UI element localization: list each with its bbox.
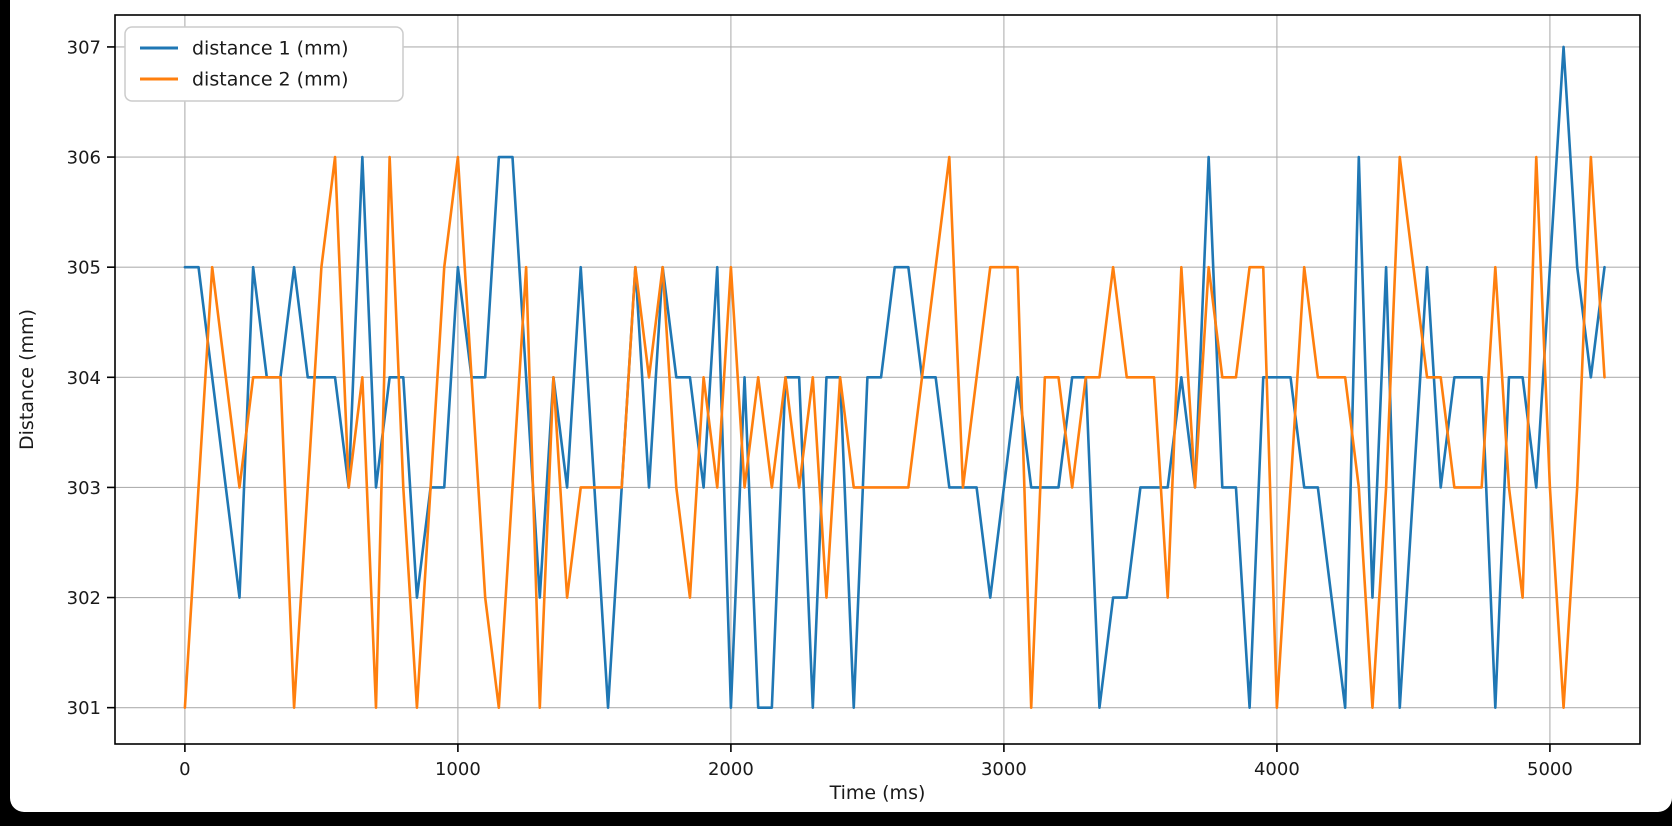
y-tick-label: 302 [67,588,101,609]
y-tick-label: 305 [67,258,101,279]
y-axis-label: Distance (mm) [16,309,38,450]
x-axis-label: Time (ms) [829,782,926,804]
x-tick-label: 2000 [708,759,754,780]
x-tick-label: 4000 [1254,759,1300,780]
legend-label-series2: distance 2 (mm) [192,69,349,91]
line-chart: 0 1000 2000 3000 4000 5000 301 302 303 304 305 306 3… [16,14,1641,804]
series-layer [183,45,1606,709]
axes-spines [114,14,1641,745]
y-tick-label: 304 [67,368,101,389]
axes-frame [114,14,1641,745]
y-tick-label: 306 [67,148,101,169]
grid-layer [115,15,1640,744]
series-line-2 [183,155,1606,709]
x-tick-label: 0 [179,759,190,780]
legend: distance 1 (mm) distance 2 (mm) [124,26,404,102]
y-tick-label: 307 [67,37,101,58]
series-line-1 [183,45,1606,709]
y-tick-label: 301 [67,698,101,719]
figure: 0 1000 2000 3000 4000 5000 301 302 303 304 305 306 3… [10,0,1672,812]
legend-box [124,26,404,102]
y-tick-label: 303 [67,478,101,499]
legend-label-series1: distance 1 (mm) [192,38,349,60]
x-tick-label: 5000 [1527,759,1573,780]
x-tick-label: 3000 [981,759,1027,780]
tick-layer: 0 1000 2000 3000 4000 5000 301 302 303 304 305 306 3… [67,37,1573,780]
x-tick-label: 1000 [435,759,481,780]
